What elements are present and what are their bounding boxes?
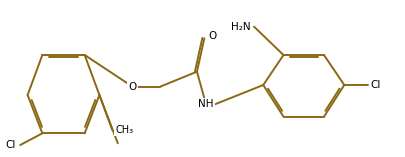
Text: NH: NH bbox=[198, 99, 214, 109]
Text: Cl: Cl bbox=[370, 80, 381, 90]
Text: O: O bbox=[208, 31, 217, 41]
Text: O: O bbox=[128, 82, 136, 92]
Text: H₂N: H₂N bbox=[231, 22, 251, 32]
Text: Cl: Cl bbox=[5, 140, 15, 150]
Text: CH₃: CH₃ bbox=[115, 125, 133, 135]
